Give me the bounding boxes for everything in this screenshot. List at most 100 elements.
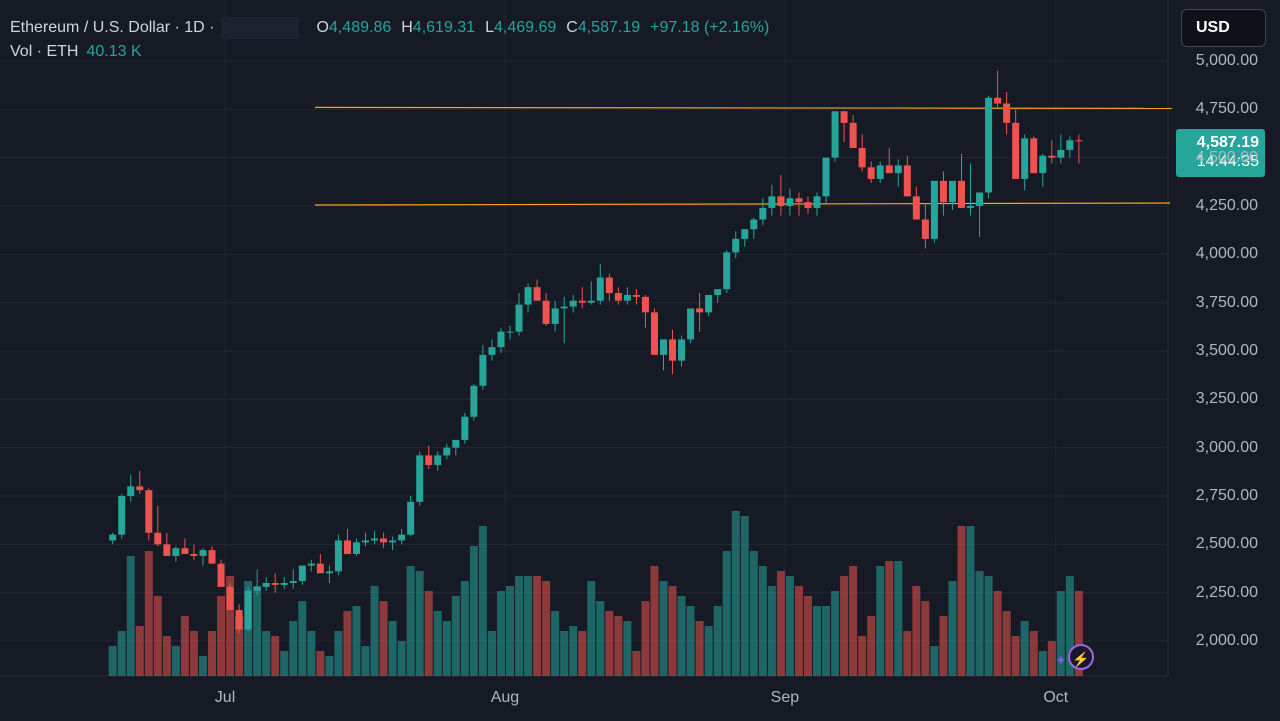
candle-body — [109, 534, 117, 541]
volume-bar — [325, 656, 334, 676]
volume-bar — [117, 631, 126, 676]
candle-body — [497, 331, 505, 348]
volume-bar — [542, 581, 551, 676]
volume-bar — [262, 631, 271, 676]
volume-bar — [478, 526, 487, 676]
volume-bar — [641, 601, 650, 676]
currency-button[interactable]: USD — [1181, 9, 1266, 47]
volume-bar — [921, 601, 930, 676]
candle-body — [244, 590, 252, 630]
volume-bar — [939, 616, 948, 676]
candle-body — [289, 581, 297, 583]
candle-body — [786, 198, 794, 206]
volume-bar — [659, 581, 668, 676]
low-value: 4,469.69 — [493, 19, 557, 37]
candle-body — [488, 347, 496, 355]
y-tick-label: 4,000.00 — [1195, 245, 1258, 263]
volume-bar — [433, 611, 442, 676]
candle-body — [632, 294, 640, 297]
candle-body — [669, 339, 677, 361]
volume-bar — [1002, 611, 1011, 676]
y-tick-label: 2,750.00 — [1195, 487, 1258, 504]
volume-bar — [758, 566, 767, 676]
volume-bar — [289, 621, 298, 676]
candle-body — [1012, 122, 1020, 179]
x-tick-label: Jul — [214, 689, 236, 706]
bolt-icon[interactable]: ⚡ — [1068, 644, 1094, 670]
candle-body — [343, 540, 351, 554]
candle-body — [912, 196, 920, 220]
candle-body — [985, 97, 993, 193]
y-tick-label: 2,000.00 — [1195, 632, 1258, 649]
volume-bar — [108, 646, 117, 676]
candle-body — [768, 196, 776, 208]
volume-bar — [415, 571, 424, 676]
candle-body — [777, 196, 785, 206]
y-tick-label: 3,500.00 — [1195, 342, 1258, 359]
candle-body — [461, 416, 469, 440]
candle-body — [307, 563, 315, 566]
level-lines[interactable] — [314, 106, 1173, 206]
volume-bar — [162, 636, 171, 676]
candle-body — [687, 308, 695, 340]
candle-body — [452, 439, 460, 448]
candle-body — [867, 167, 875, 179]
candle-body — [614, 293, 622, 301]
volume-bar — [253, 586, 262, 676]
candle-body — [741, 229, 749, 239]
candle-body — [714, 289, 722, 295]
volume-bar — [767, 586, 776, 676]
volume-bar — [930, 646, 939, 676]
candle-body — [371, 538, 379, 541]
volume-bar — [208, 631, 216, 676]
volume-bar — [533, 576, 542, 676]
volume-bar — [1029, 631, 1038, 676]
volume-bar — [1047, 641, 1056, 676]
candle-body — [127, 486, 135, 496]
volume-bar — [334, 631, 343, 676]
volume-bar — [298, 601, 307, 676]
y-tick-label: 5,000.00 — [1195, 52, 1258, 69]
volume-bar — [722, 551, 731, 676]
candle-body — [587, 300, 595, 303]
volume-bar — [451, 596, 460, 676]
candle-body — [208, 550, 216, 564]
candle-body — [253, 586, 261, 591]
volume-bar — [235, 616, 244, 676]
symbol-title[interactable]: Ethereum / U.S. Dollar · 1D · — [10, 19, 215, 37]
volume-bar — [803, 596, 812, 676]
x-tick-label: Aug — [490, 689, 520, 706]
candle-body — [660, 339, 667, 355]
volume-bar — [496, 591, 505, 676]
candle-body — [921, 219, 929, 239]
volume-bar — [849, 566, 858, 676]
volume-bar — [713, 606, 722, 676]
candle-body — [434, 455, 442, 466]
candle-body — [118, 496, 126, 535]
volume-bar — [668, 586, 677, 676]
volume-bars — [108, 511, 1083, 676]
horizontal-level-line — [314, 202, 1171, 206]
candle-body — [596, 277, 604, 301]
volume-bar — [948, 581, 957, 676]
candle-body — [759, 207, 767, 220]
candle-body — [163, 544, 171, 556]
candle-body — [1021, 138, 1029, 179]
candle-body — [389, 540, 397, 543]
candle-body — [280, 583, 288, 585]
change-value: +97.18 (+2.16%) — [650, 19, 770, 37]
volume-bar — [361, 646, 370, 676]
volume-bar — [180, 616, 189, 676]
y-tick-label: 3,250.00 — [1195, 390, 1258, 408]
volume-bar — [957, 526, 966, 676]
candle-body — [416, 455, 424, 502]
candle-body — [750, 219, 758, 230]
volume-label[interactable]: Vol · ETH — [10, 43, 79, 60]
volume-bar — [442, 621, 451, 676]
volume-bar — [867, 616, 876, 676]
volume-bar — [524, 576, 533, 676]
candle-body — [380, 538, 388, 543]
last-price: 4,587.19 — [1196, 134, 1259, 151]
volume-bar — [406, 566, 415, 676]
